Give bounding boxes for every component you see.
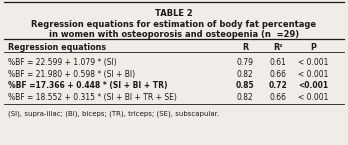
Text: (SI), supra-iliac; (BI), biceps; (TR), triceps; (SE), subscapular.: (SI), supra-iliac; (BI), biceps; (TR), t… <box>8 110 219 117</box>
Text: in women with osteoporosis and osteopenia (n  =29): in women with osteoporosis and osteopeni… <box>49 30 299 39</box>
Text: < 0.001: < 0.001 <box>298 93 329 102</box>
Text: 0.66: 0.66 <box>270 70 287 79</box>
Text: %BF = 22.599 + 1.079 * (SI): %BF = 22.599 + 1.079 * (SI) <box>8 58 116 67</box>
Text: Regression equations: Regression equations <box>8 44 106 52</box>
Text: < 0.001: < 0.001 <box>298 58 329 67</box>
Text: 0.82: 0.82 <box>237 93 254 102</box>
Text: Regression equations for estimation of body fat percentage: Regression equations for estimation of b… <box>31 20 317 29</box>
Text: 0.79: 0.79 <box>237 58 254 67</box>
Text: <0.001: <0.001 <box>298 81 328 90</box>
Text: 0.72: 0.72 <box>269 81 288 90</box>
Text: %BF = 18.552 + 0.315 * (SI + BI + TR + SE): %BF = 18.552 + 0.315 * (SI + BI + TR + S… <box>8 93 176 102</box>
Text: 0.82: 0.82 <box>237 70 254 79</box>
Text: R: R <box>242 44 248 52</box>
Text: TABLE 2: TABLE 2 <box>155 9 193 18</box>
Text: R²: R² <box>274 44 283 52</box>
Text: 0.61: 0.61 <box>270 58 287 67</box>
Text: < 0.001: < 0.001 <box>298 70 329 79</box>
Text: 0.85: 0.85 <box>236 81 255 90</box>
Text: 0.66: 0.66 <box>270 93 287 102</box>
Text: %BF =17.366 + 0.448 * (SI + BI + TR): %BF =17.366 + 0.448 * (SI + BI + TR) <box>8 81 167 90</box>
Text: P: P <box>310 44 316 52</box>
Text: %BF = 21.980 + 0.598 * (SI + BI): %BF = 21.980 + 0.598 * (SI + BI) <box>8 70 135 79</box>
